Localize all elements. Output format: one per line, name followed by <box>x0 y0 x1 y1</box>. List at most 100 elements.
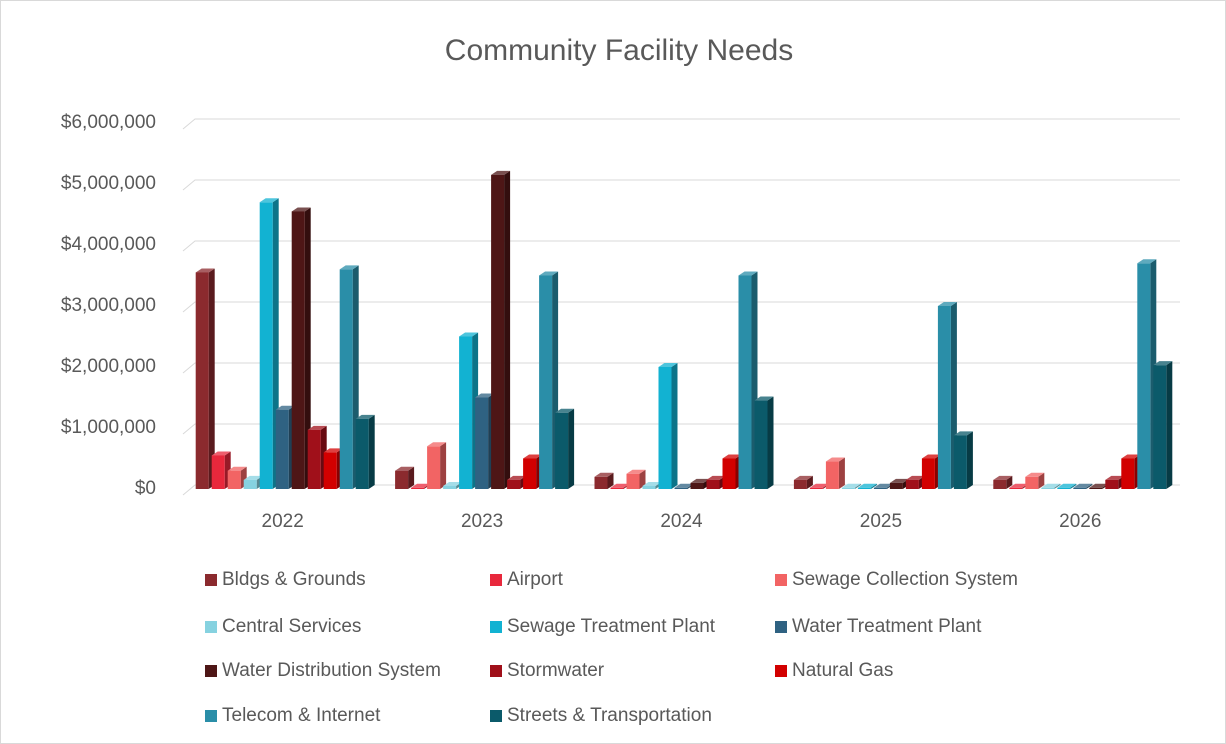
bar-top <box>953 431 973 436</box>
bar <box>953 435 967 489</box>
bar <box>825 461 839 489</box>
bar-top <box>339 265 359 270</box>
bar-top <box>1105 475 1125 480</box>
bar-top <box>195 268 215 273</box>
bar <box>1137 263 1151 489</box>
bar <box>793 479 807 489</box>
legend-label: Natural Gas <box>792 660 893 681</box>
bar <box>1041 487 1055 489</box>
bar-top <box>754 396 774 401</box>
bar-top <box>291 207 311 212</box>
legend-label: Central Services <box>222 616 361 637</box>
legend-label: Sewage Treatment Plant <box>507 616 716 637</box>
y-tick-label: $4,000,000 <box>61 234 156 255</box>
x-tick-label: 2022 <box>262 511 304 532</box>
bar-top <box>1089 483 1109 488</box>
legend-swatch <box>205 710 217 722</box>
bar <box>889 482 903 489</box>
bar-top <box>1009 483 1029 488</box>
bar-top <box>937 302 957 306</box>
y-tick-label: $2,000,000 <box>61 356 156 377</box>
legend-label: Bldgs & Grounds <box>222 569 366 590</box>
bar-top <box>658 363 678 367</box>
bar <box>722 458 736 489</box>
legend-label: Stormwater <box>507 660 605 681</box>
bar-top <box>674 483 694 488</box>
bar-side <box>838 457 845 489</box>
bar-side <box>1086 483 1093 489</box>
grid-line <box>182 240 1180 252</box>
y-tick-label: $5,000,000 <box>61 173 156 194</box>
bar <box>443 485 457 489</box>
bar-top <box>690 478 710 483</box>
grid-line <box>182 423 1180 435</box>
bar-top <box>594 472 614 477</box>
bar-top <box>555 408 575 413</box>
bar-top <box>793 475 813 480</box>
bar <box>195 272 209 489</box>
legend-swatch <box>775 621 787 633</box>
bar-top <box>738 271 758 276</box>
bar-top <box>411 483 431 488</box>
bar <box>873 487 887 489</box>
bar <box>1153 365 1167 489</box>
bar-top <box>1073 483 1093 488</box>
bar <box>1089 487 1103 489</box>
bar <box>339 269 353 489</box>
bar-side <box>607 472 614 489</box>
bar-top <box>642 481 662 486</box>
bar <box>227 470 241 489</box>
bar-side <box>304 207 311 489</box>
bar-top <box>523 454 543 459</box>
legend-label: Telecom & Internet <box>222 705 381 726</box>
bar-top <box>841 483 861 488</box>
bar-top <box>626 469 646 474</box>
grid-line <box>182 118 1180 130</box>
bar <box>658 367 672 489</box>
bar-top <box>1153 361 1173 366</box>
bar-side <box>1006 475 1013 489</box>
bar <box>275 409 289 489</box>
bar-side <box>568 408 575 489</box>
bar <box>905 479 919 489</box>
bar-top <box>211 451 231 456</box>
bar <box>1025 476 1039 489</box>
bar <box>594 476 608 489</box>
bar-side <box>1038 472 1045 489</box>
bar <box>1057 487 1071 489</box>
bar-top <box>993 475 1013 480</box>
bar-top <box>539 271 559 276</box>
bar-side <box>870 483 877 489</box>
bar-top <box>857 483 877 488</box>
bar-top <box>889 478 909 483</box>
bar-side <box>368 414 375 489</box>
bar <box>610 487 624 489</box>
legend-swatch <box>775 665 787 677</box>
bar-top <box>1025 472 1045 477</box>
bar <box>259 202 273 490</box>
bar <box>211 455 225 489</box>
legend-label: Water Distribution System <box>222 660 441 681</box>
bar <box>809 487 823 489</box>
bar <box>355 418 369 489</box>
bar <box>555 412 569 489</box>
bar-side <box>1166 361 1173 489</box>
legend-swatch <box>490 710 502 722</box>
bar-side <box>671 363 678 489</box>
legend-label: Airport <box>507 569 564 590</box>
bar <box>857 487 871 489</box>
bar <box>1121 458 1135 489</box>
bar-top <box>259 198 279 203</box>
bar <box>459 336 473 489</box>
x-tick-label: 2026 <box>1059 511 1101 532</box>
bar-top <box>905 475 925 480</box>
bar-side <box>966 431 973 489</box>
bar <box>539 275 553 489</box>
legend-label: Water Treatment Plant <box>792 616 982 637</box>
bar <box>1073 487 1087 489</box>
bar <box>411 487 425 489</box>
legend-label: Streets & Transportation <box>507 705 712 726</box>
y-tick-label: $1,000,000 <box>61 417 156 438</box>
bar-top <box>1137 259 1157 264</box>
